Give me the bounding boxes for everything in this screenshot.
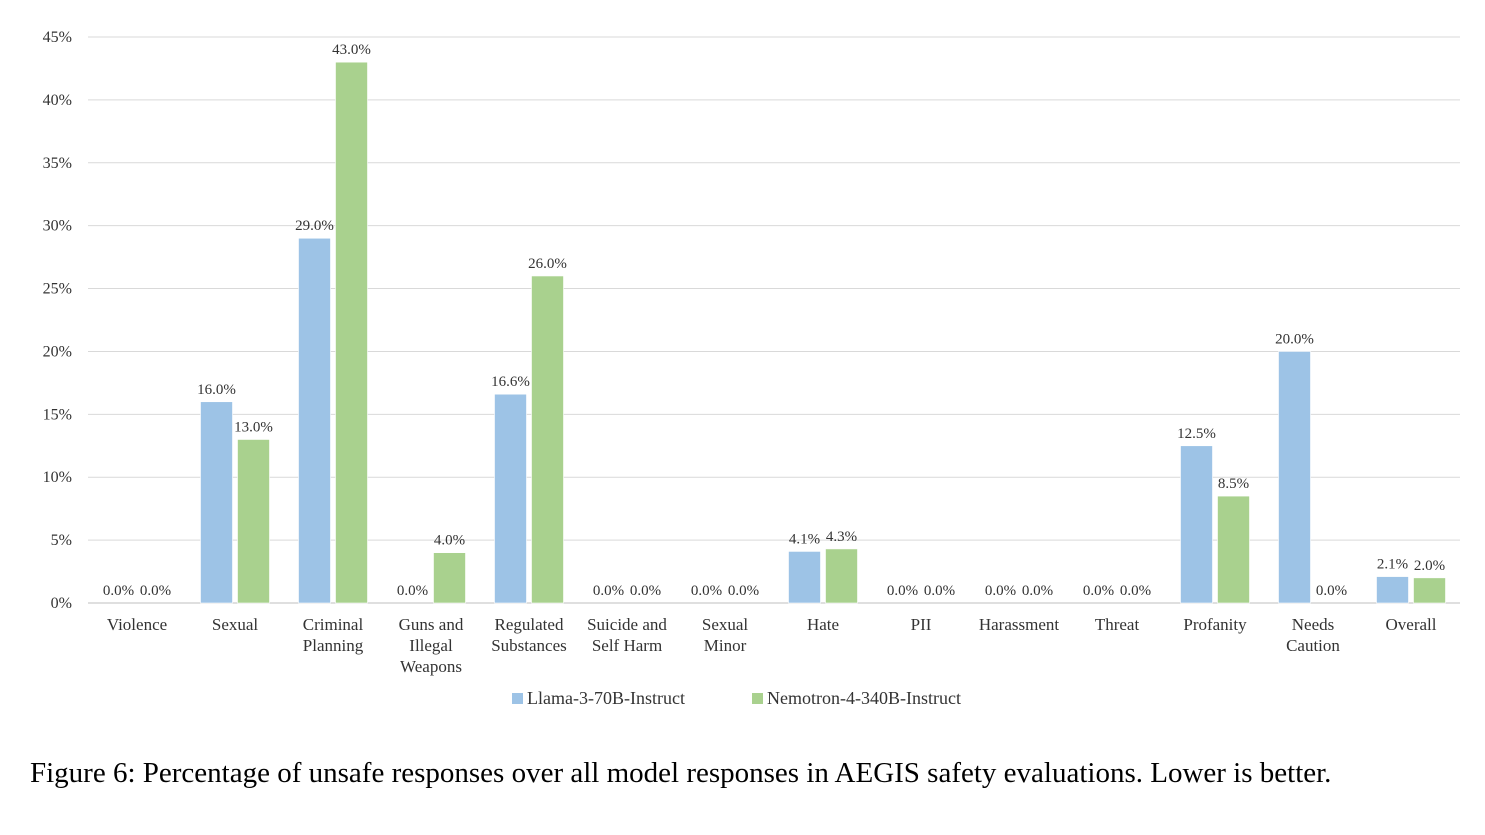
data-label: 0.0% (397, 583, 428, 599)
data-label: 20.0% (1275, 331, 1314, 347)
bar-chart: 0% 5% 10% 15% 20% 25% 30% 35% 40% 45% 0.0% 0.0% 16.… (43, 29, 1460, 708)
bar-nemotron (433, 552, 466, 604)
data-label: 43.0% (332, 42, 371, 58)
x-tick-label: Threat (1095, 615, 1140, 634)
data-label: 0.0% (728, 583, 759, 599)
x-tick-label: Violence (107, 615, 167, 634)
data-label: 0.0% (1083, 583, 1114, 599)
y-tick-label: 20% (43, 343, 72, 360)
data-label: 8.5% (1218, 476, 1249, 492)
x-tick-label: Minor (704, 636, 747, 655)
x-tick-label: Harassment (979, 615, 1060, 634)
data-label: 2.1% (1377, 557, 1408, 573)
x-tick-label: Criminal (303, 615, 364, 634)
x-tick-label: Regulated (495, 615, 564, 634)
y-tick-label: 5% (51, 532, 72, 549)
bar-nemotron (825, 548, 858, 604)
data-label: 0.0% (985, 583, 1016, 599)
bar-llama (1180, 445, 1213, 604)
gridlines (88, 36, 1460, 604)
x-tick-label: Illegal (409, 636, 453, 655)
x-tick-label: Sexual (212, 615, 259, 634)
bar-nemotron (237, 439, 270, 604)
x-tick-label: Profanity (1183, 615, 1247, 634)
data-label: 0.0% (103, 583, 134, 599)
x-tick-label: Weapons (400, 657, 462, 676)
data-label: 4.0% (434, 533, 465, 549)
bar-llama (494, 393, 527, 604)
data-label: 16.6% (491, 374, 530, 390)
data-label: 0.0% (593, 583, 624, 599)
legend-label: Nemotron-4-340B-Instruct (767, 688, 961, 708)
data-label: 0.0% (140, 583, 171, 599)
bar-nemotron (1217, 495, 1250, 604)
bar-nemotron (531, 275, 564, 604)
y-tick-label: 10% (43, 469, 72, 486)
x-axis: Violence Sexual Criminal Planning Guns and Il… (107, 615, 1437, 676)
bar-llama (1376, 576, 1409, 604)
x-tick-label: Guns and (399, 615, 464, 634)
legend: Llama-3-70B-Instruct Nemotron-4-340B-Inst… (512, 688, 961, 708)
y-tick-label: 25% (43, 281, 72, 298)
data-label: 4.1% (789, 531, 820, 547)
y-tick-label: 35% (43, 155, 72, 172)
data-label: 0.0% (1022, 583, 1053, 599)
y-tick-label: 30% (43, 218, 72, 235)
x-tick-label: Caution (1286, 636, 1340, 655)
x-tick-label: Self Harm (592, 636, 662, 655)
data-label: 2.0% (1414, 558, 1445, 574)
x-tick-label: Substances (491, 636, 567, 655)
data-label: 0.0% (887, 583, 918, 599)
data-label: 16.0% (197, 382, 236, 398)
bar-llama (788, 551, 821, 604)
x-tick-label: Suicide and (587, 615, 667, 634)
bar-llama (200, 401, 233, 604)
x-tick-label: Overall (1386, 615, 1437, 634)
x-tick-label: Sexual (702, 615, 749, 634)
data-label: 0.0% (924, 583, 955, 599)
bar-nemotron (335, 61, 368, 604)
data-labels: 0.0% 0.0% 16.0% 13.0% 29.0% 43.0% 0.0% 4.0% 16.6… (103, 42, 1445, 599)
data-label: 0.0% (1316, 583, 1347, 599)
x-tick-label: PII (911, 615, 932, 634)
y-tick-label: 45% (43, 29, 72, 46)
data-label: 13.0% (234, 419, 273, 435)
data-label: 12.5% (1177, 426, 1216, 442)
data-label: 26.0% (528, 256, 567, 272)
data-label: 0.0% (691, 583, 722, 599)
figure-caption: Figure 6: Percentage of unsafe responses… (30, 757, 1332, 789)
bar-nemotron (1413, 577, 1446, 604)
x-tick-label: Needs (1292, 615, 1334, 634)
y-tick-label: 40% (43, 92, 72, 109)
y-tick-label: 0% (51, 595, 72, 612)
data-label: 29.0% (295, 218, 334, 234)
bars (200, 61, 1446, 604)
bar-llama (1278, 351, 1311, 604)
data-label: 0.0% (630, 583, 661, 599)
legend-swatch (752, 693, 763, 704)
y-tick-label: 15% (43, 406, 72, 423)
data-label: 0.0% (1120, 583, 1151, 599)
data-label: 4.3% (826, 529, 857, 545)
x-tick-label: Hate (807, 615, 839, 634)
y-axis: 0% 5% 10% 15% 20% 25% 30% 35% 40% 45% (43, 29, 72, 612)
bar-llama (298, 237, 331, 604)
x-tick-label: Planning (303, 636, 364, 655)
legend-swatch (512, 693, 523, 704)
legend-label: Llama-3-70B-Instruct (527, 688, 685, 708)
